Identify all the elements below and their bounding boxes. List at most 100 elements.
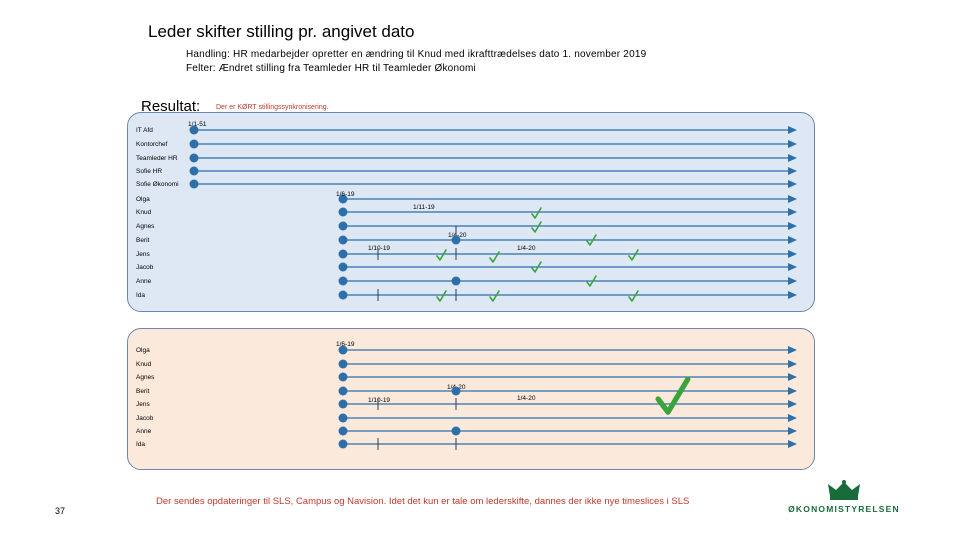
row-label: Jens — [136, 251, 150, 258]
checkmark-icon — [436, 249, 447, 261]
timeline-node — [451, 426, 461, 436]
row-label: IT Afd — [136, 127, 153, 134]
date-label: 1/1-51 — [188, 121, 207, 128]
arrowhead — [788, 167, 797, 175]
page-number: 37 — [55, 506, 66, 516]
arrowhead — [788, 222, 797, 230]
timeline-node — [338, 345, 348, 355]
row-label: Olga — [136, 196, 150, 203]
checkmark-icon — [586, 275, 597, 287]
arrowhead — [788, 440, 797, 448]
result-note: Der er KØRT stillingssynkronisering. — [216, 104, 329, 111]
handling-text: Handling: HR medarbejder opretter en ænd… — [186, 49, 647, 60]
timeline-node — [338, 290, 348, 300]
row-label: Ida — [136, 292, 145, 299]
arrowhead — [788, 360, 797, 368]
checkmark-icon — [655, 376, 691, 415]
arrowhead — [788, 180, 797, 188]
timeline-node — [338, 399, 348, 409]
arrowhead — [788, 346, 797, 354]
arrowhead — [788, 387, 797, 395]
arrowhead — [788, 236, 797, 244]
row-label: Agnes — [136, 223, 155, 230]
timeline-node — [338, 249, 348, 259]
page-title: Leder skifter stilling pr. angivet dato — [148, 22, 415, 41]
checkmark-icon — [489, 290, 500, 302]
timeline-node — [451, 386, 461, 396]
checkmark-icon — [489, 251, 500, 263]
row-label: Agnes — [136, 374, 155, 381]
timeline-node — [338, 276, 348, 286]
timeline-node — [451, 276, 461, 286]
row-label: Sofie HR — [136, 168, 162, 175]
arrowhead — [788, 195, 797, 203]
row-label: Knud — [136, 361, 152, 368]
checkmark-icon — [436, 290, 447, 302]
timeline-node — [338, 386, 348, 396]
checkmark-icon — [586, 234, 597, 246]
arrowhead — [788, 263, 797, 271]
row-label: Olga — [136, 347, 150, 354]
timeline-node — [189, 139, 199, 149]
timeline-node — [189, 125, 199, 135]
row-label: Berit — [136, 237, 150, 244]
timeline-node — [338, 372, 348, 382]
logo-text: ØKONOMISTYRELSEN — [788, 504, 900, 514]
date-label: 1/10-19 — [368, 245, 390, 252]
row-label: Jacob — [136, 415, 154, 422]
timeline-node — [189, 179, 199, 189]
crown-logo-icon — [828, 480, 860, 500]
row-label: Kontorchef — [136, 141, 168, 148]
timeline-node — [451, 235, 461, 245]
row-label: Anne — [136, 428, 152, 435]
arrowhead — [788, 277, 797, 285]
arrowhead — [788, 291, 797, 299]
checkmark-icon — [531, 207, 542, 219]
date-label: 1/4-20 — [448, 232, 467, 239]
row-label: Anne — [136, 278, 152, 285]
checkmark-icon — [628, 290, 639, 302]
row-label: Teamleder HR — [136, 155, 178, 162]
arrowhead — [788, 414, 797, 422]
timeline-node — [189, 153, 199, 163]
row-label: Jens — [136, 401, 150, 408]
timeline-node — [338, 359, 348, 369]
after-panel — [127, 328, 815, 470]
timeline-node — [189, 166, 199, 176]
timeline-node — [338, 221, 348, 231]
arrowhead — [788, 154, 797, 162]
timeline-node — [338, 194, 348, 204]
arrowhead — [788, 373, 797, 381]
row-label: Knud — [136, 209, 152, 216]
date-label: 1/4-20 — [517, 245, 536, 252]
date-label: 1/6-19 — [336, 191, 355, 198]
logo: ØKONOMISTYRELSEN — [782, 480, 906, 514]
timeline-node — [338, 235, 348, 245]
date-label: 1/6-19 — [336, 341, 355, 348]
row-label: Berit — [136, 388, 150, 395]
timeline-node — [338, 439, 348, 449]
checkmark-icon — [531, 221, 542, 233]
footer-note: Der sendes opdateringer til SLS, Campus … — [156, 496, 690, 507]
date-label: 1/4-20 — [517, 395, 536, 402]
timeline-node — [338, 207, 348, 217]
arrowhead — [788, 126, 797, 134]
arrowhead — [788, 427, 797, 435]
arrowhead — [788, 140, 797, 148]
row-label: Sofie Økonomi — [136, 181, 179, 188]
timeline-node — [338, 426, 348, 436]
row-label: Ida — [136, 441, 145, 448]
date-label: 1/11-19 — [413, 204, 435, 211]
checkmark-icon — [628, 249, 639, 261]
arrowhead — [788, 250, 797, 258]
timeline-node — [338, 413, 348, 423]
arrowhead — [788, 400, 797, 408]
checkmark-icon — [531, 261, 542, 273]
arrowhead — [788, 208, 797, 216]
result-label: Resultat: — [141, 98, 201, 115]
row-label: Jacob — [136, 264, 154, 271]
date-label: 1/10-19 — [368, 397, 390, 404]
timeline-node — [338, 262, 348, 272]
felter-text: Felter: Ændret stilling fra Teamleder HR… — [186, 63, 476, 74]
